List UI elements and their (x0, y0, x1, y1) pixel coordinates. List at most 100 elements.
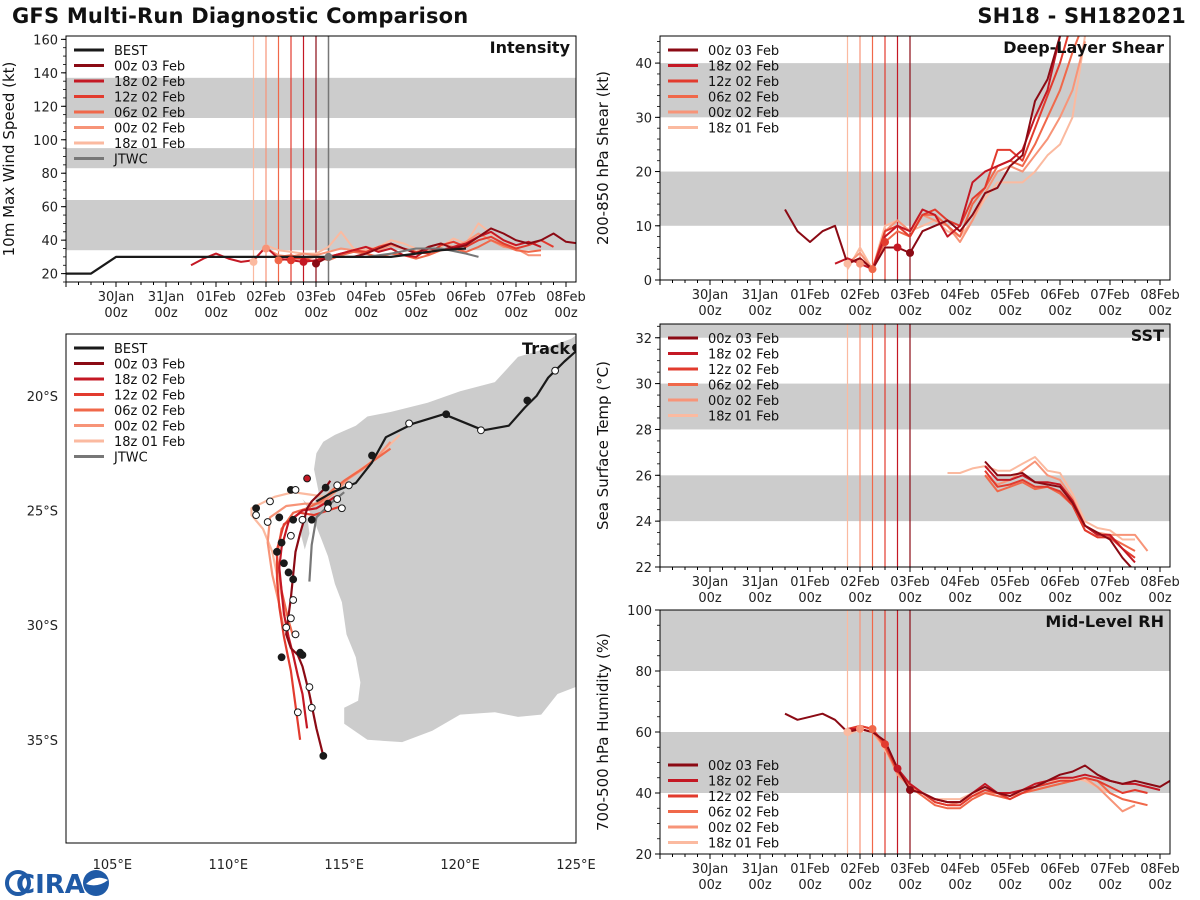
shaded-band (660, 63, 1170, 118)
y-axis-label: 10m Max Wind Speed (kt) (0, 62, 18, 257)
x-tick-label: 06Feb (1040, 288, 1080, 303)
x-tick-label: 01Feb (196, 290, 236, 305)
track-position-marker (273, 547, 281, 556)
x-tick-label: 00z (354, 306, 378, 321)
x-tick-label: 04Feb (346, 290, 386, 305)
legend-label-00z-02-feb: 00z 02 Feb (708, 106, 779, 121)
shaded-band (66, 148, 576, 169)
panel-title: SST (1131, 326, 1164, 345)
track-position-marker (477, 426, 485, 435)
legend-label-18z-01-feb: 18z 01 Feb (708, 837, 779, 852)
y-tick-label: 30 (635, 378, 652, 393)
legend-label-12z-02-feb: 12z 02 Feb (708, 75, 779, 90)
y-tick-label: 120 (33, 100, 58, 115)
y-axis-label: Sea Surface Temp (°C) (594, 361, 612, 530)
x-tick-label: 120°E (440, 858, 480, 873)
init-marker-00z-02-feb (856, 259, 864, 268)
init-marker-12z-02-feb (881, 238, 889, 247)
panel-rh: 30Jan00z31Jan00z01Feb00z02Feb00z03Feb00z… (594, 604, 1180, 893)
x-tick-label: 08Feb (546, 290, 586, 305)
x-tick-label: 04Feb (940, 288, 980, 303)
plot-area-shear (660, 36, 1170, 280)
x-tick-label: 01Feb (790, 288, 830, 303)
shaded-band (660, 324, 1170, 338)
track-position-marker (344, 481, 353, 490)
track-position-marker (305, 683, 314, 691)
legend-label-00z-02-feb: 00z 02 Feb (708, 821, 779, 836)
plot-area-track (250, 335, 576, 760)
series-line-18z-02-feb (984, 465, 1136, 564)
x-tick-label: 00z (1148, 304, 1172, 319)
x-tick-label: 04Feb (940, 575, 980, 590)
y-tick-label: 100 (33, 134, 58, 149)
init-marker-00z-03-feb (312, 259, 320, 268)
x-tick-label: 00z (1048, 878, 1072, 893)
track-position-marker (442, 410, 451, 419)
legend-label-00z-02-feb: 00z 02 Feb (708, 394, 779, 409)
init-marker-06z-02-feb (868, 265, 877, 274)
legend-label-18z-01-feb: 18z 01 Feb (708, 122, 779, 137)
series-line-best (66, 247, 467, 275)
x-tick-label: 03Feb (890, 288, 930, 303)
legend-label-jtwc: JTWC (113, 153, 148, 168)
init-marker-18z-02-feb (893, 243, 902, 252)
x-tick-label: 04Feb (940, 862, 980, 877)
init-marker-00z-02-feb (856, 724, 864, 733)
legend-label-18z-01-feb: 18z 01 Feb (114, 137, 185, 152)
x-tick-label: 00z (504, 306, 528, 321)
x-tick-label: 00z (1048, 591, 1072, 606)
legend-label-06z-02-feb: 06z 02 Feb (708, 91, 779, 106)
x-tick-label: 01Feb (790, 862, 830, 877)
y-tick-label: 25°S (27, 505, 58, 520)
x-tick-label: 00z (204, 306, 228, 321)
track-line-12z-02-feb (275, 504, 343, 740)
x-tick-label: 00z (948, 591, 972, 606)
x-tick-label: 00z (848, 304, 872, 319)
y-tick-label: 160 (33, 33, 58, 48)
x-tick-label: 30Jan (692, 862, 729, 877)
legend-label-18z-02-feb: 18z 02 Feb (708, 348, 779, 363)
y-tick-label: 140 (33, 67, 58, 82)
x-tick-label: 08Feb (1140, 575, 1180, 590)
x-tick-label: 110°E (209, 858, 249, 873)
legend-label-best: BEST (114, 44, 147, 59)
x-tick-label: 02Feb (840, 862, 880, 877)
track-position-marker (289, 575, 298, 584)
x-tick-label: 07Feb (1090, 862, 1130, 877)
y-tick-label: 35°S (27, 734, 58, 749)
legend-label-00z-03-feb: 00z 03 Feb (708, 759, 779, 774)
legend-label-12z-02-feb: 12z 02 Feb (114, 389, 185, 404)
x-tick-label: 06Feb (446, 290, 486, 305)
track-position-marker (284, 568, 293, 577)
panel-intensity: 30Jan00z31Jan00z01Feb00z02Feb00z03Feb00z… (0, 33, 586, 321)
panel-sst: 30Jan00z31Jan00z01Feb00z02Feb00z03Feb00z… (594, 323, 1180, 606)
y-tick-label: 100 (627, 604, 652, 619)
x-tick-label: 00z (454, 306, 478, 321)
legend-label-00z-03-feb: 00z 03 Feb (708, 332, 779, 347)
x-tick-label: 00z (1148, 591, 1172, 606)
track-line-00z-03-feb (285, 480, 332, 757)
y-tick-label: 40 (41, 234, 58, 249)
series-line-18z-02-feb (834, 36, 1062, 271)
y-tick-label: 28 (635, 423, 652, 438)
y-axis-label: 700-500 hPa Humidity (%) (594, 633, 612, 831)
shaded-band (66, 77, 576, 118)
track-line-best (315, 349, 576, 503)
series-line-18z-01-feb (846, 36, 1086, 271)
x-tick-label: 07Feb (1090, 575, 1130, 590)
x-tick-label: 05Feb (990, 862, 1030, 877)
track-position-marker (286, 614, 295, 623)
legend-label-18z-02-feb: 18z 02 Feb (114, 373, 185, 388)
x-tick-label: 03Feb (296, 290, 336, 305)
track-position-marker (275, 513, 284, 522)
x-tick-label: 00z (1098, 304, 1122, 319)
shaded-band (660, 475, 1170, 522)
track-position-marker (307, 515, 316, 524)
track-position-marker (321, 483, 330, 492)
x-tick-label: 03Feb (890, 862, 930, 877)
init-marker-18z-01-feb (249, 257, 258, 266)
y-tick-label: 26 (635, 469, 652, 484)
track-position-marker (280, 559, 288, 568)
x-tick-label: 00z (998, 878, 1022, 893)
